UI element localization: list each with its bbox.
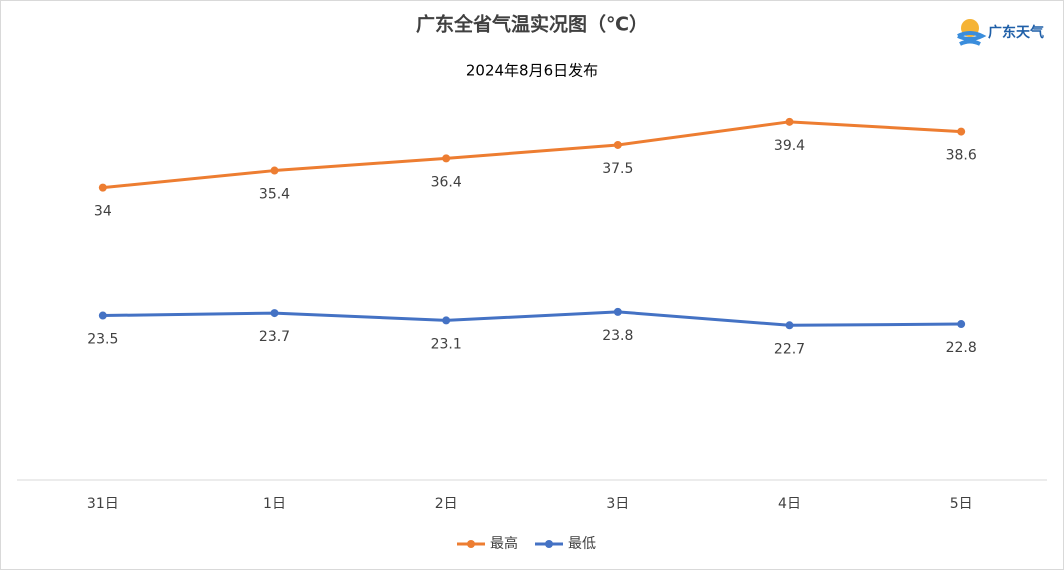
marker [613,140,622,149]
line [102,310,962,327]
logo-wave [957,31,987,46]
data-label: 39.4 [774,138,805,154]
data-label: 36.4 [431,174,462,190]
data-label: 35.4 [259,187,290,203]
data-label: 23.5 [87,332,118,348]
marker [785,117,794,126]
marker [270,309,279,318]
marker [442,154,451,163]
marker [270,166,279,175]
marker [613,307,622,316]
x-tick-label: 5日 [950,496,973,512]
marker [785,321,794,330]
data-label: 23.8 [602,328,633,344]
x-tick-label: 3日 [606,496,629,512]
marker [98,311,107,320]
legend-label: 最低 [568,536,596,552]
chart-subtitle: 2024年8月6日发布 [466,62,598,80]
line [102,120,962,190]
legend-label: 最高 [490,535,518,552]
data-label: 23.1 [431,336,462,352]
x-tick-label: 1日 [263,496,286,512]
data-label: 37.5 [602,161,633,177]
marker [957,320,966,329]
x-tick-label: 4日 [778,496,801,512]
data-label: 23.7 [259,329,290,345]
data-label: 22.8 [946,340,977,356]
marker [442,316,451,325]
data-label: 22.7 [774,341,805,357]
legend-marker [467,540,475,548]
data-label: 34 [94,204,112,220]
legend-marker [545,540,553,548]
x-tick-label: 2日 [435,496,458,512]
logo-text: 广东天气 [988,24,1044,41]
chart-title: 广东全省气温实况图（℃） [416,13,648,36]
marker [98,183,107,192]
data-label: 38.6 [946,148,977,164]
x-tick-label: 31日 [87,496,119,512]
logo: 广东天气 [957,19,1044,46]
marker [957,127,966,136]
